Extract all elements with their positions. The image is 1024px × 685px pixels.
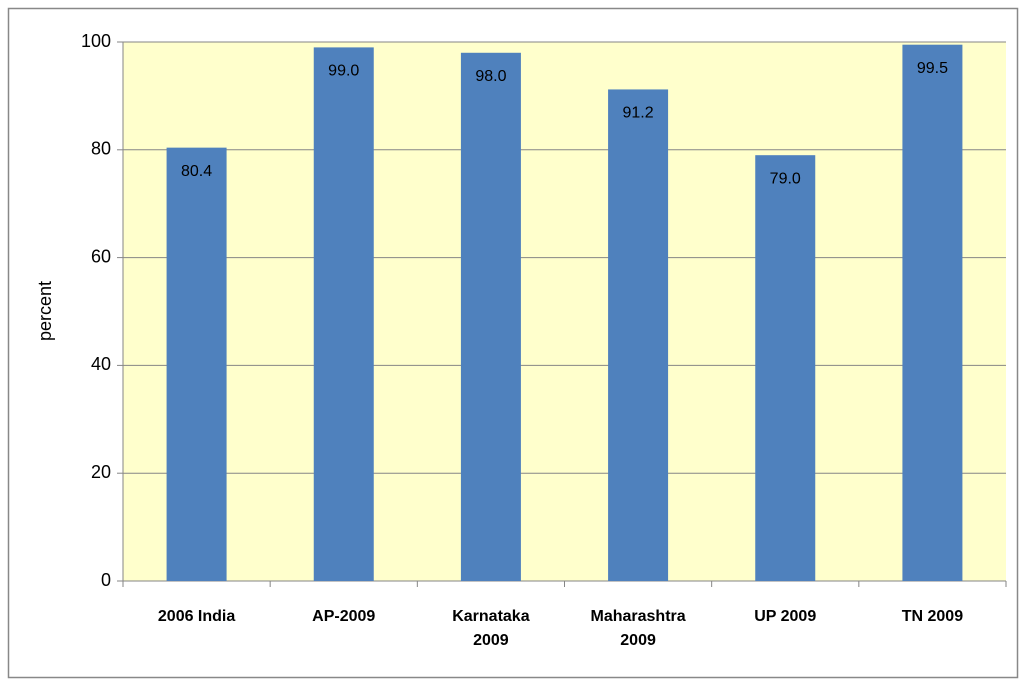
data-label: 80.4 — [181, 163, 212, 180]
x-tick-label: UP 2009 — [754, 608, 816, 625]
x-tick-label: Maharashtra 2009 — [591, 608, 686, 649]
y-tick-label: 80 — [91, 139, 111, 159]
y-tick-label: 60 — [91, 246, 111, 266]
bar — [902, 44, 963, 581]
bar — [460, 52, 521, 581]
plot-area — [123, 42, 1006, 581]
y-tick-label: 20 — [91, 462, 111, 482]
data-label: 98.0 — [475, 68, 506, 85]
x-tick-label: AP-2009 — [312, 608, 375, 625]
x-tick-label: 2006 India — [158, 608, 235, 625]
data-label: 99.5 — [917, 60, 948, 77]
bar — [755, 155, 816, 581]
x-tick-label: TN 2009 — [902, 608, 963, 625]
x-tick-label: Karnataka 2009 — [452, 608, 529, 649]
data-label: 99.0 — [328, 63, 359, 80]
y-tick-label: 0 — [101, 570, 111, 590]
bar — [313, 47, 374, 581]
y-tick-label: 40 — [91, 354, 111, 374]
y-axis-label: percent — [35, 281, 55, 341]
y-tick-label: 100 — [81, 31, 111, 51]
bar — [608, 89, 669, 581]
data-label: 91.2 — [623, 105, 654, 122]
bar — [166, 147, 227, 582]
data-label: 79.0 — [770, 170, 801, 187]
